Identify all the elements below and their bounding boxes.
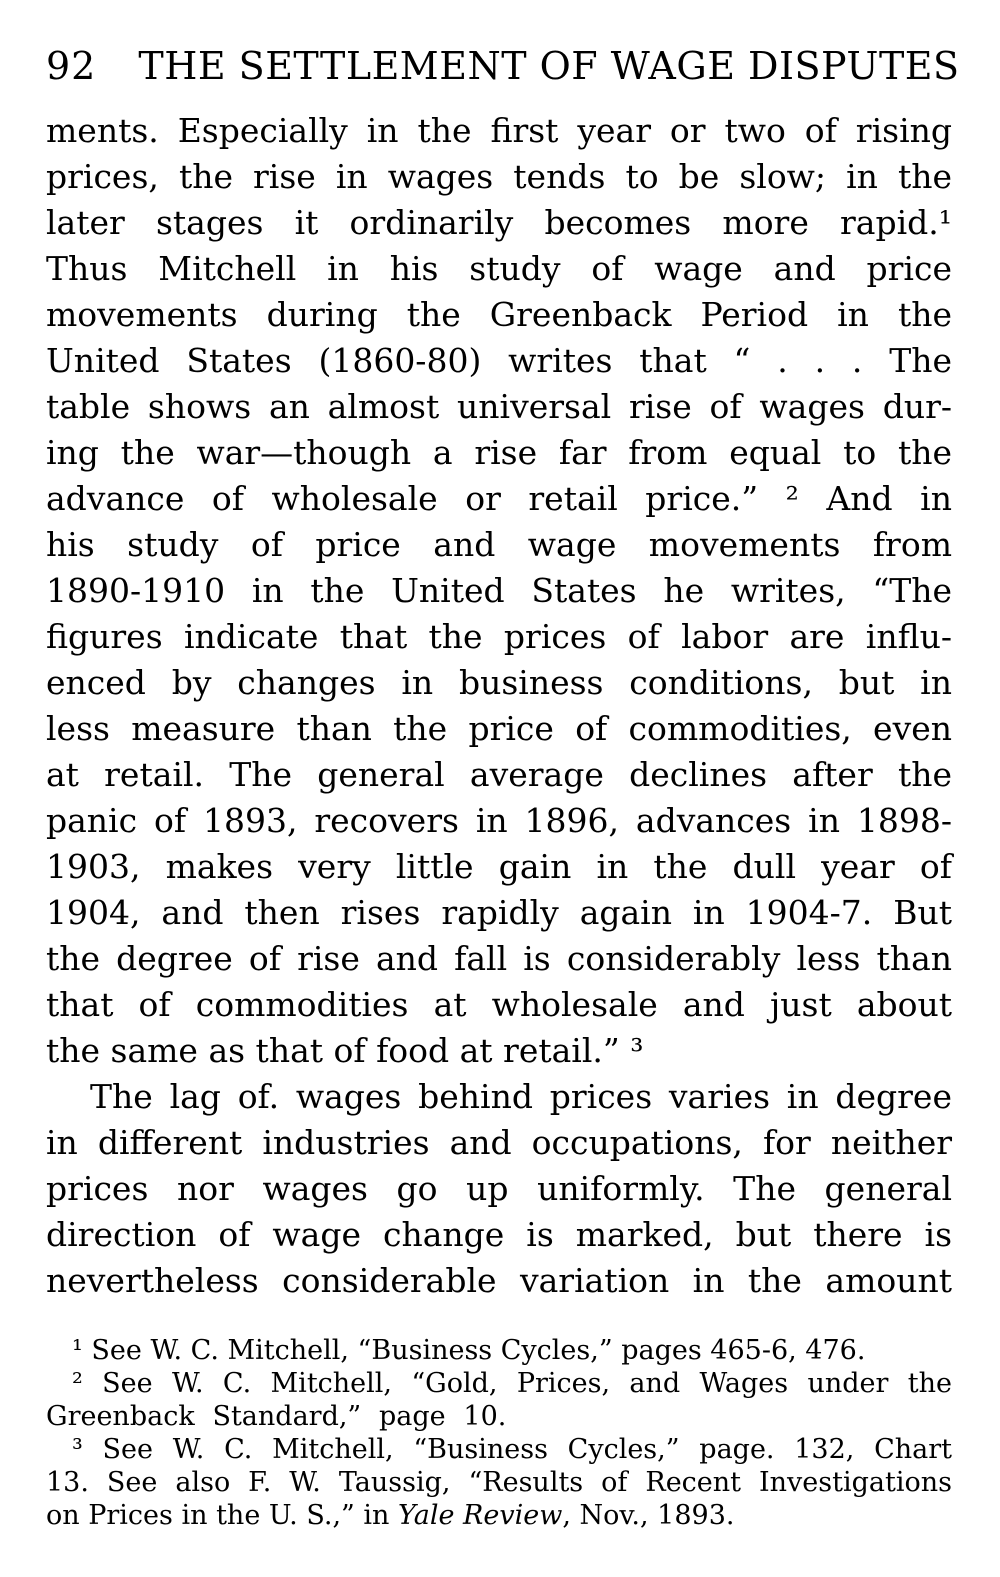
text-line: table shows an almost universal rise of … bbox=[46, 387, 952, 426]
text-line: ments. Especially in the first year or t… bbox=[46, 111, 952, 150]
body-text: ments. Especially in the first year or t… bbox=[46, 108, 952, 1304]
footnote-journal-italic: Yale Review bbox=[398, 1500, 563, 1531]
text-line: ing the war—though a rise far from equal… bbox=[46, 433, 952, 472]
footnote-line-4: ³ See W. C. Mitchell, “Business Cycles,”… bbox=[72, 1434, 952, 1465]
text-line: prices nor wages go up uniformly. The ge… bbox=[46, 1169, 952, 1208]
text-line: in different industries and occupations,… bbox=[46, 1123, 952, 1162]
footnote-text: on Prices in the U. S.,” in bbox=[46, 1500, 399, 1531]
text-line: prices, the rise in wages tends to be sl… bbox=[46, 157, 952, 196]
text-line: that of commodities at wholesale and jus… bbox=[46, 985, 952, 1024]
text-line: the same as that of food at retail.” ³ bbox=[46, 1031, 644, 1070]
page-header: 92 THE SETTLEMENT OF WAGE DISPUTES bbox=[46, 44, 959, 88]
text-line-paragraph-start: The lag of. wages behind prices varies i… bbox=[90, 1077, 952, 1116]
text-line: the degree of rise and fall is considera… bbox=[46, 939, 952, 978]
text-line: figures indicate that the prices of labo… bbox=[46, 617, 952, 656]
text-line: 1904, and then rises rapidly again in 19… bbox=[46, 893, 952, 932]
text-line: United States (1860-80) writes that “ . … bbox=[46, 341, 952, 380]
footnote-line-6: on Prices in the U. S.,” in Yale Review,… bbox=[46, 1499, 952, 1532]
footnotes: ¹ See W. C. Mitchell, “Business Cycles,”… bbox=[46, 1334, 952, 1532]
footnote-text: , Nov., 1893. bbox=[562, 1500, 735, 1531]
text-line: 1890-1910 in the United States he writes… bbox=[46, 571, 952, 610]
text-line: 1903, makes very little gain in the dull… bbox=[46, 847, 952, 886]
running-title: THE SETTLEMENT OF WAGE DISPUTES bbox=[138, 44, 960, 88]
page-number: 92 bbox=[46, 44, 97, 88]
text-line: movements during the Greenback Period in… bbox=[46, 295, 952, 334]
text-line: direction of wage change is marked, but … bbox=[46, 1215, 952, 1254]
footnote-line-5: 13. See also F. W. Taussig, “Results of … bbox=[46, 1467, 952, 1498]
footnote-line-2: ² See W. C. Mitchell, “Gold, Prices, and… bbox=[72, 1368, 952, 1399]
text-line: advance of wholesale or retail price.” ²… bbox=[46, 479, 952, 518]
text-line: less measure than the price of commoditi… bbox=[46, 709, 952, 748]
text-line: later stages it ordinarily becomes more … bbox=[46, 203, 952, 242]
footnote-line-1: ¹ See W. C. Mitchell, “Business Cycles,”… bbox=[72, 1335, 866, 1366]
text-line: at retail. The general average declines … bbox=[46, 755, 952, 794]
text-line: panic of 1893, recovers in 1896, advance… bbox=[46, 801, 952, 840]
footnote-line-3: Greenback Standard,” page 10. bbox=[46, 1401, 507, 1432]
text-line: Thus Mitchell in his study of wage and p… bbox=[46, 249, 952, 288]
text-line: his study of price and wage movements fr… bbox=[46, 525, 952, 564]
text-line: enced by changes in business conditions,… bbox=[46, 663, 952, 702]
text-line: nevertheless considerable variation in t… bbox=[46, 1261, 952, 1300]
